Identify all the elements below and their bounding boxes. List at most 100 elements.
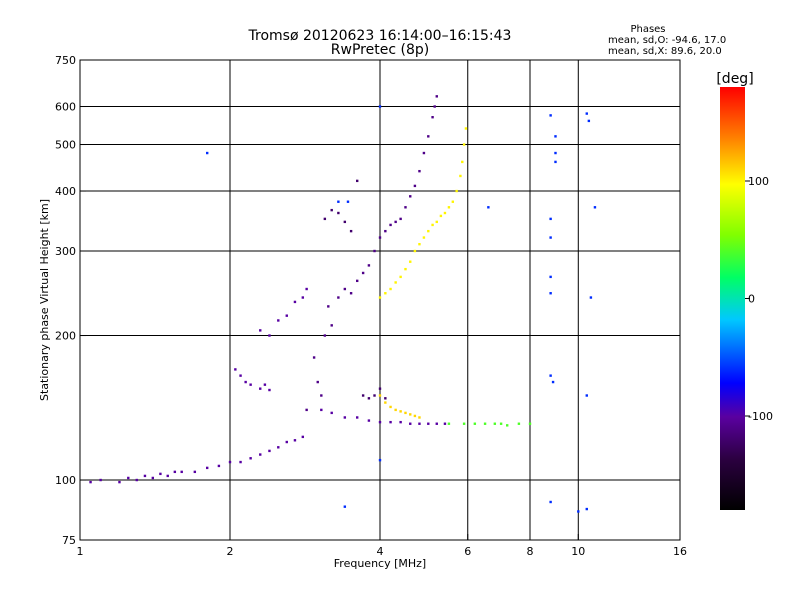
data-point (173, 470, 177, 474)
data-point (483, 422, 487, 425)
data-point (367, 419, 371, 422)
data-point (447, 206, 451, 209)
data-point (378, 387, 382, 390)
data-point (259, 453, 262, 456)
colorbar-label: [deg] (716, 71, 753, 87)
y-tick-label: 500 (55, 139, 76, 152)
data-point (585, 112, 588, 115)
data-point (461, 160, 464, 164)
phases-title: Phases (630, 24, 665, 35)
y-tick-label: 300 (55, 245, 76, 258)
data-point (435, 220, 438, 224)
data-point (585, 394, 588, 397)
data-point (205, 151, 209, 155)
data-point (389, 420, 392, 424)
data-point (473, 422, 477, 425)
data-point (305, 408, 308, 412)
data-point (418, 242, 421, 246)
data-point (327, 305, 330, 308)
data-point (373, 394, 376, 397)
data-point (337, 200, 340, 203)
data-point (389, 223, 392, 227)
data-point (413, 414, 417, 418)
data-point (549, 114, 552, 117)
data-point (301, 296, 305, 299)
data-point (587, 119, 591, 123)
data-point (234, 368, 237, 371)
y-tick-label: 750 (55, 54, 76, 67)
data-point (217, 464, 221, 468)
data-point (462, 422, 466, 425)
data-point (551, 380, 555, 384)
data-point (249, 383, 252, 386)
data-point (433, 105, 436, 108)
data-point (427, 422, 430, 425)
phases-o-line: mean, sd,O: -94.6, 17.0 (608, 35, 726, 46)
data-point (127, 476, 130, 480)
data-point (244, 380, 247, 384)
data-point (355, 416, 359, 419)
data-point (487, 206, 490, 209)
data-point (349, 229, 353, 233)
y-tick-label: 100 (55, 474, 76, 487)
data-point (493, 422, 497, 425)
data-point (418, 169, 421, 173)
colorbar-tick-label: -100 (748, 410, 773, 423)
data-point (378, 105, 382, 108)
data-point (99, 478, 102, 482)
data-point (499, 422, 503, 425)
data-point (459, 174, 462, 178)
data-point (431, 223, 434, 227)
data-point (330, 208, 333, 212)
data-point (404, 206, 407, 209)
data-point (554, 160, 557, 164)
data-point (443, 211, 447, 215)
data-point (404, 267, 407, 271)
data-point (464, 127, 468, 130)
x-tick-label: 6 (464, 545, 471, 558)
data-point (435, 95, 438, 98)
colorbar-gradient (720, 87, 745, 510)
data-point (549, 374, 552, 377)
data-point (378, 420, 382, 424)
data-point (330, 324, 333, 327)
data-point (151, 476, 155, 480)
data-point (528, 422, 532, 425)
data-point (166, 474, 169, 478)
data-point (427, 229, 430, 233)
data-point (323, 334, 327, 337)
colorbar-tick-label: 100 (748, 175, 769, 188)
data-point (549, 292, 552, 295)
data-point (413, 184, 417, 188)
data-point (455, 189, 458, 193)
data-point (378, 394, 382, 397)
chart-title: Tromsø 20120623 16:14:00–16:15:43 (248, 28, 512, 44)
data-point (135, 478, 138, 482)
data-point (422, 151, 426, 155)
data-point (554, 151, 557, 155)
data-point (180, 470, 183, 474)
data-point (285, 440, 288, 444)
data-point (399, 410, 402, 413)
data-point (409, 195, 412, 198)
colorbar-ticks: 100 0 -100 (745, 175, 773, 423)
data-point (549, 500, 552, 504)
title-block: Tromsø 20120623 16:14:00–16:15:43 RwPret… (248, 28, 512, 58)
data-point (277, 319, 280, 322)
data-point (305, 287, 308, 291)
colorbar-tick-label: 0 (748, 293, 755, 306)
data-point (399, 420, 402, 424)
data-point (378, 458, 382, 462)
data-point (373, 249, 376, 253)
data-point (268, 388, 271, 392)
data-point (593, 206, 597, 209)
data-point (589, 296, 593, 299)
data-point (394, 281, 397, 284)
data-point (399, 275, 402, 279)
data-point (316, 380, 319, 384)
data-point (378, 236, 382, 239)
x-tick-label: 16 (673, 545, 687, 558)
data-point (193, 470, 197, 474)
data-point (301, 435, 305, 439)
data-point (249, 457, 252, 460)
